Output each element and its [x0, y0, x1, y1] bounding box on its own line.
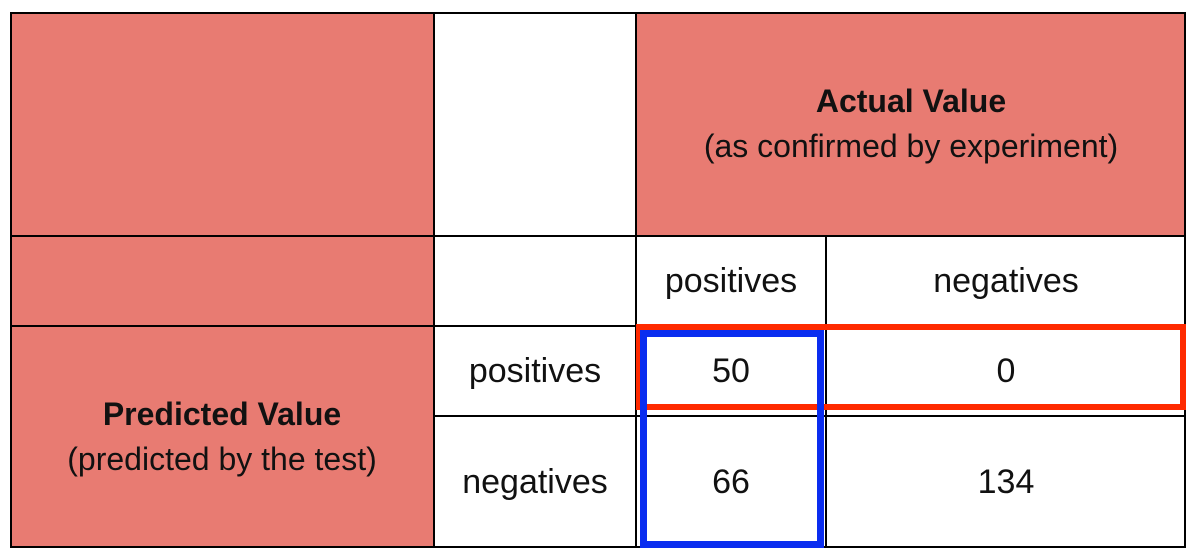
border-right: [1184, 12, 1186, 548]
divider-col-3: [825, 236, 827, 548]
actual-value-title: Actual Value: [815, 83, 1007, 119]
value-false-negative: 66: [712, 462, 750, 501]
border-left: [10, 12, 12, 548]
predicted-value-header: Predicted Value (predicted by the test): [10, 326, 434, 548]
confusion-matrix: Actual Value (as confirmed by experiment…: [10, 12, 1186, 548]
divider-row-1: [10, 235, 1186, 237]
divider-col-2: [635, 12, 637, 548]
predicted-positive-row-highlight: [636, 324, 1186, 410]
border-top: [10, 12, 1186, 14]
predicted-value-title: Predicted Value: [102, 396, 342, 432]
blank-header-cell: [10, 12, 434, 326]
divider-row-3: [434, 415, 1186, 417]
border-bottom: [10, 546, 1186, 548]
value-true-negative: 134: [977, 462, 1035, 501]
row-label-negatives: negatives: [462, 462, 608, 501]
divider-row-2: [10, 325, 1186, 327]
row-label-positives: positives: [468, 351, 602, 390]
column-label-positives: positives: [664, 261, 798, 300]
column-label-negatives: negatives: [933, 261, 1079, 300]
value-false-positive: 0: [996, 351, 1016, 390]
actual-value-subtitle: (as confirmed by experiment): [703, 128, 1119, 164]
value-true-positive: 50: [712, 351, 750, 390]
actual-value-header: Actual Value (as confirmed by experiment…: [636, 12, 1186, 236]
actual-positive-column-highlight: [640, 330, 824, 548]
predicted-value-subtitle: (predicted by the test): [67, 441, 377, 477]
divider-col-1: [433, 12, 435, 548]
